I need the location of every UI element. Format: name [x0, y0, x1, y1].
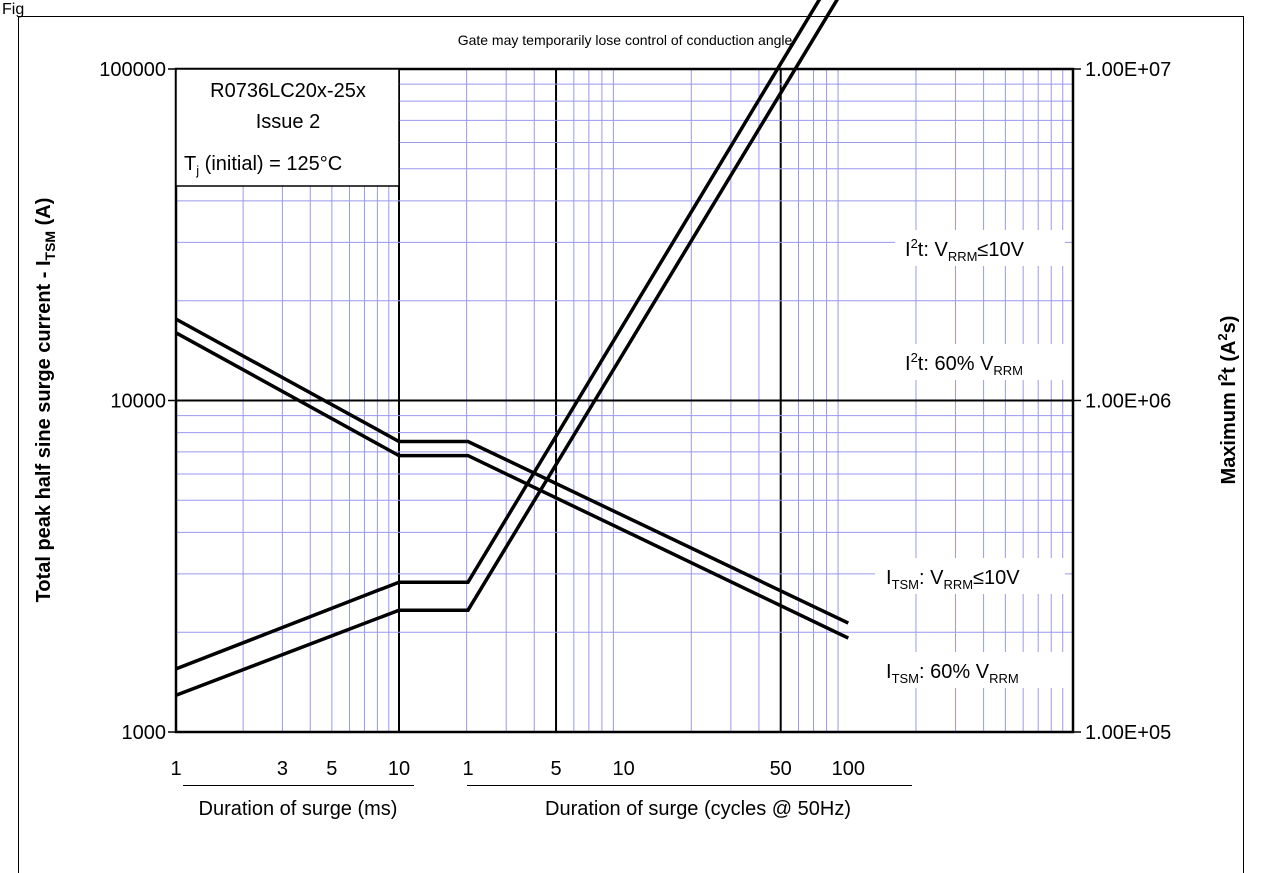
info-box-title: R0736LC20x-25x: [210, 80, 366, 102]
y2-tick-labels: 1.00E+05 1.00E+06 1.00E+07: [1085, 59, 1171, 744]
x-tick-label: 5: [550, 758, 561, 780]
y2-tick-label: 1.00E+05: [1085, 722, 1171, 744]
svg-text:ITSM: VRRM≤10V: ITSM: VRRM≤10V: [886, 567, 1020, 592]
y2-axis-title: Maximum I2t (A2s): [1215, 316, 1240, 485]
plot-area-border: [174, 67, 1075, 734]
series-line-0: [175, 0, 822, 671]
series-line-2: [175, 317, 850, 625]
y-tick-label: 100000: [99, 59, 166, 81]
info-box-issue: Issue 2: [256, 111, 320, 133]
x-tick-label: 5: [326, 758, 337, 780]
info-box: [175, 68, 400, 187]
series-line-3: [175, 331, 850, 640]
series-label-i2t-10v: I2t: VRRM≤10V: [895, 230, 1065, 266]
x-tick-labels: 1 3 5 10 1 5 10 50 100: [170, 758, 865, 780]
y2-tick-label: 1.00E+06: [1085, 391, 1171, 413]
svg-text:I2t: VRRM≤10V: I2t: VRRM≤10V: [905, 236, 1025, 264]
x-axis-title-cycles: Duration of surge (cycles @ 50Hz): [545, 798, 851, 820]
series-label-itsm-60: ITSM: 60% VRRM: [875, 652, 1065, 688]
series-label-i2t-60: I2t: 60% VRRM: [895, 344, 1065, 380]
y2-tick-label: 1.00E+07: [1085, 59, 1171, 81]
chart-title: Gate may temporarily lose control of con…: [458, 32, 793, 48]
y-tick-label: 1000: [122, 722, 167, 744]
figure-caption: Fig: [2, 1, 24, 18]
y-tick-label: 10000: [110, 391, 166, 413]
x-tick-label: 3: [277, 758, 288, 780]
x-tick-label: 10: [388, 758, 410, 780]
y-tick-labels: 1000 10000 100000: [99, 59, 166, 744]
info-box-condition: Tj (initial) = 125°C: [184, 153, 342, 178]
x-tick-label: 1: [462, 758, 473, 780]
x-tick-label: 10: [613, 758, 635, 780]
series-line-1: [175, 0, 839, 697]
x-axis-title-ms: Duration of surge (ms): [199, 798, 398, 820]
series-label-itsm-10v: ITSM: VRRM≤10V: [875, 558, 1065, 594]
x-tick-label: 100: [832, 758, 865, 780]
svg-text:ITSM: 60% VRRM: ITSM: 60% VRRM: [886, 661, 1019, 686]
series-group: [175, 0, 850, 697]
svg-text:I2t: 60% VRRM: I2t: 60% VRRM: [905, 350, 1023, 378]
x-tick-label: 1: [170, 758, 181, 780]
y-axis-title: Total peak half sine surge current - ITS…: [33, 198, 58, 603]
x-tick-label: 50: [770, 758, 792, 780]
outer-frame: [18, 16, 1244, 873]
